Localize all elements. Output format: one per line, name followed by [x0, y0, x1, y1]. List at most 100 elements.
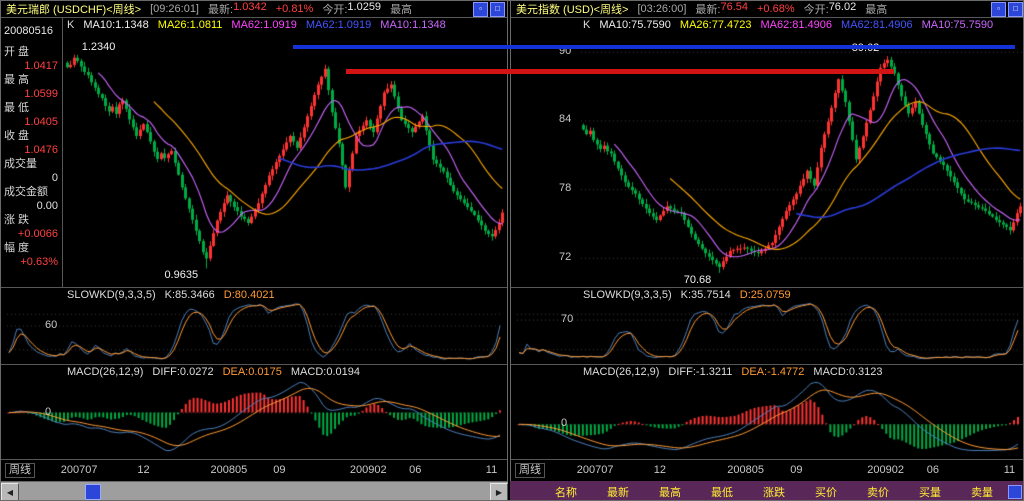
symbol-title: 美元瑞郎 (USDCHF)<周线>	[6, 4, 142, 16]
timeframe-label[interactable]: 周线	[515, 463, 545, 478]
change-percent: +0.68%	[757, 3, 795, 15]
change-percent: +0.81%	[275, 3, 314, 15]
open-price-group: 今开: 1.0259	[322, 1, 381, 17]
date-tick: 09	[790, 464, 803, 476]
window-restore-button[interactable]: □	[490, 2, 505, 17]
macd-axis-label: 0	[561, 417, 568, 430]
usdchf-macd-chart[interactable]	[1, 365, 508, 459]
last-price-group: 最新: 76.54	[695, 1, 748, 17]
last-label: 最新:	[695, 4, 721, 16]
price-annotation: 1.2340	[81, 40, 116, 53]
quote-column-header[interactable]: 名称	[555, 486, 577, 499]
panel-divider	[1, 287, 507, 288]
field-value: +0.0066	[17, 228, 58, 240]
quote-panel-button[interactable]	[1008, 484, 1022, 499]
open-value: 1.0259	[347, 1, 382, 13]
date-tick: 200805	[727, 464, 764, 476]
usdchf-candlestick-chart[interactable]	[63, 18, 508, 287]
date-tick: 12	[137, 464, 150, 476]
timeframe-label[interactable]: 周线	[5, 463, 35, 478]
field-range: 幅 度 +0.63%	[1, 242, 62, 269]
open-label: 今开:	[322, 4, 348, 16]
bottom-bar: ◀ ▶ 名称 最新 最高 最低 涨跌 买价 卖价 买量 卖量	[1, 481, 1023, 500]
usd-index-macd-chart[interactable]	[511, 365, 1023, 459]
quote-table-header: 名称 最新 最高 最低 涨跌 买价 卖价 买量 卖量	[510, 481, 1023, 500]
last-value: 76.54	[720, 1, 748, 13]
usd-index-slowkd-chart[interactable]	[511, 288, 1023, 364]
field-label: 开 盘	[4, 46, 30, 58]
time-axis: 周线 200707 12 200805 09 200902 06 11	[511, 459, 1023, 482]
field-change: 涨 跌 +0.0066	[1, 214, 62, 241]
scroll-right-button[interactable]: ▶	[490, 483, 508, 500]
quote-column-header[interactable]: 买价	[815, 486, 837, 499]
window-controls: ▫ □	[991, 2, 1023, 17]
usd-index-titlebar: 美元指数 (USD)<周线> [03:26:00] 最新: 76.54 +0.68…	[511, 1, 1023, 18]
field-value: +0.63%	[20, 256, 58, 268]
usd-index-candlestick-chart[interactable]	[579, 18, 1023, 287]
date-tick: 09	[273, 464, 286, 476]
high-label-clipped: 最高	[390, 4, 413, 16]
date-tick: 200707	[60, 464, 98, 476]
window-restore-button[interactable]: □	[1008, 2, 1023, 17]
last-label: 最新:	[208, 4, 234, 16]
price-annotation: 70.68	[683, 273, 712, 286]
field-label: 涨 跌	[4, 214, 30, 226]
quote-column-header[interactable]: 最低	[711, 486, 733, 499]
usdchf-slowkd-chart[interactable]	[1, 288, 508, 364]
open-value: 76.02	[828, 1, 857, 13]
quote-column-header[interactable]: 最新	[607, 486, 629, 499]
usdchf-titlebar: 美元瑞郎 (USDCHF)<周线> [09:26:01] 最新: 1.0342 +…	[1, 1, 507, 18]
field-close: 收 盘 1.0476	[1, 130, 62, 157]
window-minimize-button[interactable]: ▫	[473, 2, 488, 17]
field-label: 最 低	[4, 102, 30, 114]
blue-trendline[interactable]	[293, 45, 1015, 49]
field-value: 1.0405	[24, 116, 58, 128]
symbol-title: 美元指数 (USD)<周线>	[516, 4, 629, 16]
scrollbar-thumb[interactable]	[85, 484, 101, 500]
open-label: 今开:	[803, 4, 829, 16]
quote-time: [03:26:00]	[637, 3, 687, 15]
date-tick: 200902	[349, 464, 387, 476]
horizontal-scrollbar[interactable]: ◀ ▶	[1, 481, 508, 500]
kd-axis-label: 60	[45, 318, 58, 331]
field-label: 收 盘	[4, 130, 30, 142]
date-tick: 200805	[210, 464, 248, 476]
panel-divider	[511, 364, 1023, 365]
date-tick: 06	[409, 464, 422, 476]
date-tick: 200902	[867, 464, 904, 476]
field-high: 最 高 1.0599	[1, 74, 62, 101]
field-low: 最 低 1.0405	[1, 102, 62, 129]
field-open: 开 盘 1.0417	[1, 46, 62, 73]
date-tick: 11	[485, 464, 498, 476]
open-price-group: 今开: 76.02	[804, 1, 857, 17]
field-label: 成交量	[4, 158, 37, 170]
window-controls: ▫ □	[473, 2, 505, 17]
price-axis-label: 84	[559, 113, 572, 126]
field-label: 幅 度	[4, 242, 30, 254]
quote-time: [09:26:01]	[150, 3, 199, 15]
field-value: 1.0599	[24, 88, 58, 100]
field-label: 最 高	[4, 74, 30, 86]
scroll-left-button[interactable]: ◀	[1, 483, 19, 500]
date-tick: 11	[1003, 464, 1016, 476]
quote-column-header[interactable]: 买量	[919, 486, 941, 499]
field-turnover: 成交金额 0.00	[1, 186, 62, 213]
field-value: 0	[51, 172, 58, 184]
red-trendline[interactable]	[346, 69, 894, 74]
price-axis-label: 78	[559, 182, 572, 195]
quote-column-header[interactable]: 涨跌	[763, 486, 785, 499]
last-price-group: 最新: 1.0342	[208, 1, 267, 17]
time-axis: 周线 200707 12 200805 09 200902 06 11	[1, 459, 507, 482]
field-volume: 成交量 0	[1, 158, 62, 185]
window-minimize-button[interactable]: ▫	[991, 2, 1006, 17]
quote-column-header[interactable]: 最高	[659, 486, 681, 499]
panel-divider	[511, 287, 1023, 288]
quote-column-header[interactable]: 卖价	[867, 486, 889, 499]
cursor-date: 20080516	[4, 25, 53, 37]
field-value: 0.00	[36, 200, 58, 212]
panel-divider	[1, 364, 507, 365]
macd-axis-label: 0	[45, 405, 52, 418]
kd-axis-label: 70	[561, 312, 574, 325]
quote-column-header[interactable]: 卖量	[971, 486, 993, 499]
